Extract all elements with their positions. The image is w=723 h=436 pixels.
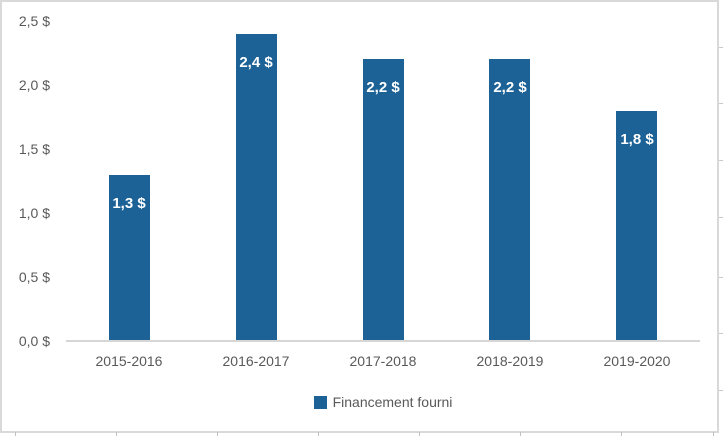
bar: [109, 175, 150, 340]
bar: [363, 59, 404, 340]
x-category-label: 2018-2019: [476, 353, 544, 369]
bar-data-label: 1,8 $: [620, 131, 654, 148]
y-tick-label: 1,0 $: [18, 205, 50, 221]
bar: [236, 34, 277, 340]
gridline-stub: [318, 432, 319, 436]
x-axis-line: [66, 340, 700, 342]
gridline-stub: [520, 432, 521, 436]
gridline-stub: [719, 390, 723, 391]
x-category-label: 2016-2017: [222, 353, 290, 369]
bar-data-label: 1,3 $: [112, 195, 146, 212]
chart-legend: Financement fourni: [66, 394, 700, 410]
gridline-stub: [719, 160, 723, 161]
bar-data-label: 2,2 $: [493, 79, 527, 96]
gridline-stub: [15, 432, 16, 436]
bar-data-label: 2,2 $: [366, 79, 400, 96]
gridline-stub: [419, 432, 420, 436]
legend-label: Financement fourni: [332, 394, 453, 410]
bar: [616, 111, 657, 340]
y-tick-label: 2,5 $: [18, 13, 50, 29]
bar-data-label: 2,4 $: [239, 54, 273, 71]
x-category-label: 2017-2018: [349, 353, 417, 369]
legend-swatch-icon: [313, 395, 327, 409]
gridline-stub: [621, 432, 622, 436]
gridline-stub: [719, 47, 723, 48]
gridline-stub: [217, 432, 218, 436]
gridline-stub: [719, 333, 723, 334]
bar: [489, 59, 530, 340]
gridline-stub: [719, 103, 723, 104]
y-tick-label: 0,0 $: [18, 333, 50, 349]
gridline-stub: [713, 432, 714, 436]
y-tick-label: 0,5 $: [18, 269, 50, 285]
gridline-stub: [719, 277, 723, 278]
x-category-label: 2015-2016: [95, 353, 163, 369]
y-tick-label: 2,0 $: [18, 77, 50, 93]
y-tick-label: 1,5 $: [18, 141, 50, 157]
x-category-label: 2019-2020: [603, 353, 671, 369]
gridline-stub: [116, 432, 117, 436]
gridline-stub: [719, 217, 723, 218]
